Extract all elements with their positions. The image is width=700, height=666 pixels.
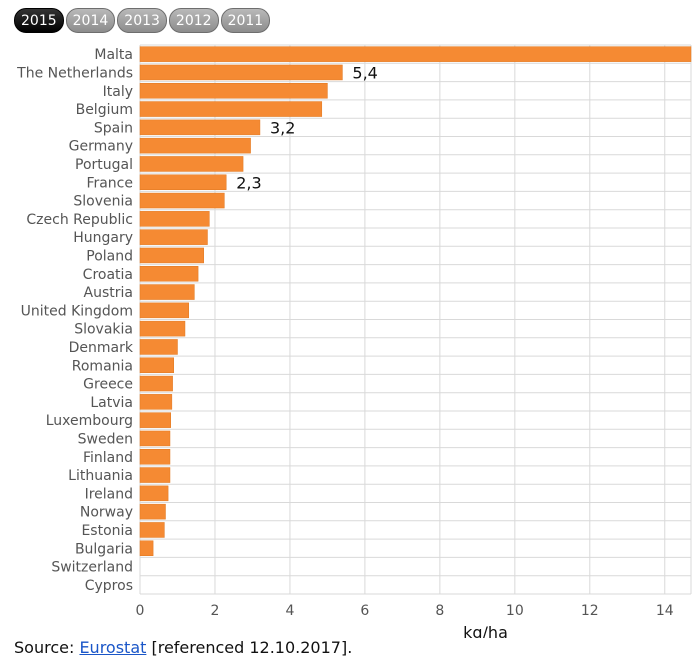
category-label: Denmark <box>69 340 134 356</box>
bar-latvia <box>139 394 173 410</box>
bar-slovakia <box>139 320 186 337</box>
category-label: Cypros <box>85 578 133 594</box>
category-label: United Kingdom <box>21 303 133 319</box>
x-tick-label: 4 <box>285 603 294 619</box>
bar-estonia <box>139 522 165 538</box>
tab-year-2015[interactable]: 2015 <box>14 8 64 33</box>
bar-poland <box>139 247 204 264</box>
category-label: Estonia <box>81 523 133 539</box>
tab-year-2013[interactable]: 2013 <box>117 8 167 33</box>
bar-hungary <box>139 229 208 245</box>
bar-greece <box>139 375 173 392</box>
category-label: Sweden <box>78 431 133 447</box>
bar-finland <box>139 449 171 465</box>
tab-year-2011[interactable]: 2011 <box>220 8 271 33</box>
bar-bulgaria <box>139 540 154 556</box>
x-tick-label: 6 <box>360 603 369 619</box>
bar-spain <box>139 119 261 136</box>
data-label: 2,3 <box>236 173 261 192</box>
source-prefix: Source: <box>14 638 80 657</box>
category-label: Belgium <box>76 102 133 118</box>
x-tick-label: 8 <box>435 603 444 619</box>
category-label: The Netherlands <box>16 65 133 81</box>
bar-luxembourg <box>139 412 171 428</box>
bar-croatia <box>139 266 199 282</box>
bar-norway <box>139 503 166 520</box>
x-tick-label: 14 <box>656 603 674 619</box>
category-label: Italy <box>103 84 133 100</box>
bar-the-netherlands <box>139 64 343 81</box>
category-label: Hungary <box>73 230 133 246</box>
category-label: Luxembourg <box>46 413 133 429</box>
category-label: Spain <box>94 120 133 136</box>
bar-lithuania <box>139 467 171 483</box>
data-label: 5,4 <box>352 63 377 82</box>
category-label: Latvia <box>90 395 133 411</box>
category-label: Greece <box>83 377 133 393</box>
category-label: Slovenia <box>73 194 133 210</box>
category-label: Finland <box>83 450 133 466</box>
category-label: Austria <box>84 285 133 301</box>
bar-denmark <box>139 339 178 355</box>
source-line: Source: Eurostat [referenced 12.10.2017]… <box>14 638 352 657</box>
category-label: Switzerland <box>51 560 133 576</box>
tab-year-2012[interactable]: 2012 <box>168 8 219 33</box>
bar-germany <box>139 137 251 154</box>
bar-france <box>139 174 227 190</box>
category-label: Germany <box>69 139 133 155</box>
bar-united-kingdom <box>139 302 189 319</box>
source-suffix: [referenced 12.10.2017]. <box>146 638 353 657</box>
bar-chart: 0 2 4 6 8 10 12 14 Malta The Netherlands Italy Belg… <box>16 44 692 638</box>
category-label: Romania <box>72 358 133 374</box>
category-label: Ireland <box>85 486 133 502</box>
category-label: Bulgaria <box>75 541 133 557</box>
x-tick-label: 12 <box>581 603 599 619</box>
category-label: Poland <box>86 248 133 264</box>
bar-slovenia <box>139 192 225 209</box>
category-label: Lithuania <box>68 468 133 484</box>
x-axis-label: kg/ha <box>463 623 508 638</box>
category-label: Malta <box>94 47 133 63</box>
category-label: Norway <box>80 505 133 521</box>
data-label: 3,2 <box>270 118 295 137</box>
bar-portugal <box>139 156 244 172</box>
x-tick-label: 0 <box>136 603 145 619</box>
x-tick-label: 10 <box>506 603 524 619</box>
bar-austria <box>139 284 195 300</box>
x-tick-label: 2 <box>211 603 220 619</box>
bar-ireland <box>139 485 169 502</box>
bar-italy <box>139 83 328 99</box>
bar-belgium <box>139 101 323 117</box>
tab-year-2014[interactable]: 2014 <box>65 8 116 33</box>
bar-romania <box>139 357 174 373</box>
category-label: France <box>86 175 133 191</box>
category-label: Czech Republic <box>26 212 133 228</box>
category-label: Croatia <box>83 267 133 283</box>
bar-czech-republic <box>139 211 210 227</box>
category-label: Slovakia <box>74 322 133 338</box>
bar-sweden <box>139 430 171 447</box>
year-tabs: 2015 2014 2013 2012 2011 <box>14 8 271 33</box>
eurostat-link[interactable]: Eurostat <box>79 638 147 657</box>
bar-malta <box>139 46 692 62</box>
category-label: Portugal <box>75 157 133 173</box>
